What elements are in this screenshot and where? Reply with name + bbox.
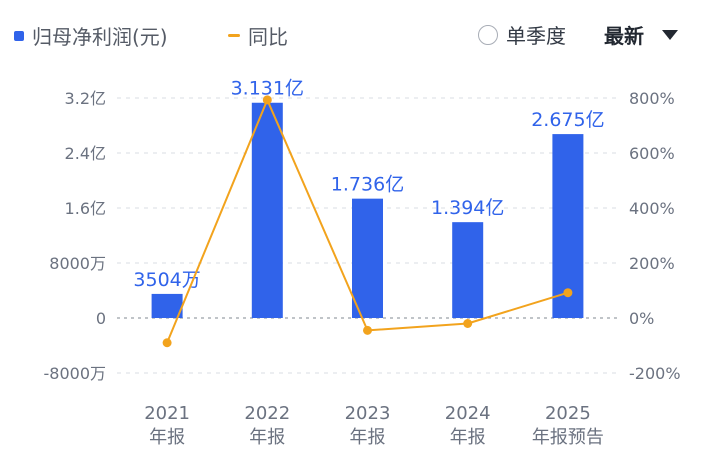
sort-dropdown-label: 最新 bbox=[604, 24, 644, 48]
yoy-point bbox=[563, 288, 573, 298]
bar-swatch-icon bbox=[14, 30, 24, 41]
legend-net-profit: 归母净利润(元) bbox=[14, 21, 168, 50]
yoy-point bbox=[162, 338, 172, 348]
x-axis-report-label: 年报 bbox=[249, 427, 285, 448]
quarter-toggle-label: 单季度 bbox=[506, 24, 566, 48]
right-axis-tick-label: 600% bbox=[629, 144, 675, 163]
yoy-point bbox=[262, 95, 272, 105]
bar-data-label: 1.736亿 bbox=[331, 174, 404, 196]
bar bbox=[552, 134, 584, 318]
yoy-point bbox=[463, 319, 473, 328]
left-axis-tick-label: -8000万 bbox=[44, 364, 107, 383]
right-axis-tick-label: 200% bbox=[629, 254, 675, 273]
bar-data-label: 3504万 bbox=[133, 269, 200, 291]
bar-data-label: 3.131亿 bbox=[231, 78, 304, 100]
right-axis-tick-label: 400% bbox=[629, 199, 675, 218]
line-swatch-icon bbox=[228, 34, 240, 37]
chart-header: 归母净利润(元) 同比 单季度 最新 bbox=[0, 0, 719, 70]
x-axis-year-label: 2025 bbox=[545, 403, 591, 424]
x-axis-year-label: 2024 bbox=[445, 403, 491, 424]
left-axis-tick-label: 3.2亿 bbox=[65, 89, 106, 108]
right-axis-tick-label: 0% bbox=[629, 309, 654, 328]
caret-down-icon bbox=[662, 29, 678, 40]
x-axis-report-label: 年报 bbox=[149, 427, 185, 448]
x-axis-report-label: 年报 bbox=[350, 427, 386, 448]
bar-data-label: 1.394亿 bbox=[431, 197, 504, 219]
x-axis-report-label: 年报 bbox=[450, 427, 486, 448]
x-axis-year-label: 2021 bbox=[144, 403, 190, 424]
yoy-point bbox=[363, 325, 372, 335]
x-axis-year-label: 2022 bbox=[244, 403, 290, 424]
x-axis-report-label: 年报预告 bbox=[532, 427, 604, 448]
bar-data-label: 2.675亿 bbox=[531, 109, 604, 131]
bar bbox=[251, 102, 283, 319]
left-axis-tick-label: 2.4亿 bbox=[65, 144, 106, 163]
bar bbox=[151, 293, 183, 318]
right-axis-tick-label: 800% bbox=[629, 89, 675, 108]
left-axis-tick-label: 8000万 bbox=[49, 254, 106, 273]
quarter-toggle[interactable]: 单季度 bbox=[478, 20, 566, 49]
right-axis-tick-label: -200% bbox=[629, 364, 681, 383]
legend-yoy-label: 同比 bbox=[248, 25, 288, 49]
radio-circle-icon[interactable] bbox=[478, 24, 498, 45]
legend-yoy: 同比 bbox=[228, 21, 288, 50]
left-axis-tick-label: 0 bbox=[96, 309, 106, 328]
bar bbox=[452, 222, 484, 318]
x-axis-year-label: 2023 bbox=[345, 403, 391, 424]
sort-dropdown[interactable]: 最新 bbox=[604, 20, 678, 49]
legend-net-profit-label: 归母净利润(元) bbox=[32, 25, 168, 49]
left-axis-tick-label: 1.6亿 bbox=[65, 199, 106, 218]
bar bbox=[352, 198, 383, 318]
